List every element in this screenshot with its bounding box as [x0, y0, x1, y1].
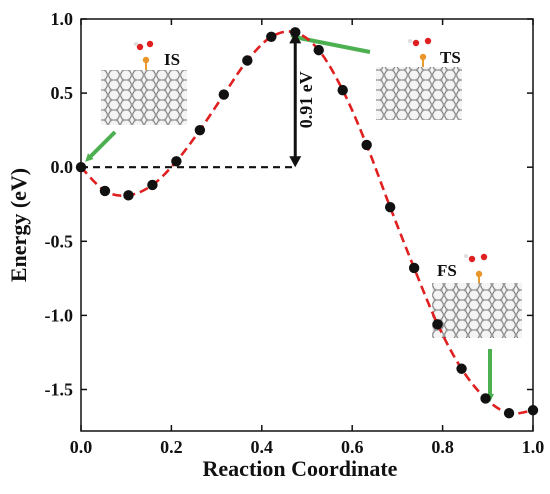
data-point: [75, 162, 87, 173]
data-point: [361, 139, 372, 151]
data-points: [75, 27, 539, 419]
plot-frame: [80, 18, 534, 432]
y-tick-label: 0.5: [51, 83, 74, 103]
barrier-label: 0.91 eV: [296, 71, 316, 128]
data-point: [290, 27, 301, 38]
y-tick-label: -0.5: [45, 231, 74, 251]
y-tick-label: 1.0: [51, 9, 74, 29]
data-point: [456, 363, 467, 374]
y-tick-label: 0.0: [51, 157, 74, 177]
x-tick-label: 0.6: [341, 437, 364, 457]
data-point: [218, 89, 230, 100]
ts-pointer-arrow: [290, 33, 371, 54]
ts-structure-image: [376, 37, 462, 120]
x-axis-title: Reaction Coordinate: [203, 456, 398, 481]
data-point: [171, 156, 182, 167]
fs-structure-image: [432, 253, 522, 338]
y-axis-title: Energy (eV): [6, 168, 31, 282]
x-tick-label: 0.8: [431, 437, 454, 457]
data-point: [99, 185, 111, 197]
is-label: IS: [164, 50, 180, 69]
data-point: [242, 55, 253, 66]
data-point: [527, 405, 539, 416]
data-point: [408, 262, 420, 274]
y-tick-label: -1.5: [45, 380, 74, 400]
barrier-double-arrow: [289, 32, 302, 168]
is-structure-image: [101, 40, 187, 125]
fs-label: FS: [437, 261, 457, 280]
data-point: [503, 408, 515, 419]
data-point: [266, 31, 277, 42]
x-tick-label: 0.0: [70, 437, 93, 457]
y-tick-labels: 1.0 0.5 0.0 -0.5 -1.0 -1.5: [45, 9, 74, 400]
data-point: [337, 84, 348, 96]
data-point: [313, 44, 324, 56]
x-tick-label: 1.0: [522, 437, 545, 457]
data-point: [147, 179, 158, 191]
data-point: [432, 319, 443, 330]
x-tick-labels: 0.0 0.2 0.4 0.6 0.8 1.0: [70, 437, 545, 457]
x-tick-label: 0.2: [160, 437, 183, 457]
y-tick-label: -1.0: [45, 305, 74, 325]
is-pointer-arrow: [85, 130, 117, 162]
data-point: [384, 202, 396, 213]
barrier-arrow-head-top: [289, 32, 302, 44]
data-point: [194, 124, 206, 136]
barrier-arrow-head-bottom: [289, 156, 302, 168]
data-point: [480, 393, 491, 404]
ts-label: TS: [440, 48, 461, 67]
data-point: [123, 190, 134, 201]
axis-ticks: [80, 18, 534, 431]
x-tick-label: 0.4: [251, 437, 274, 457]
